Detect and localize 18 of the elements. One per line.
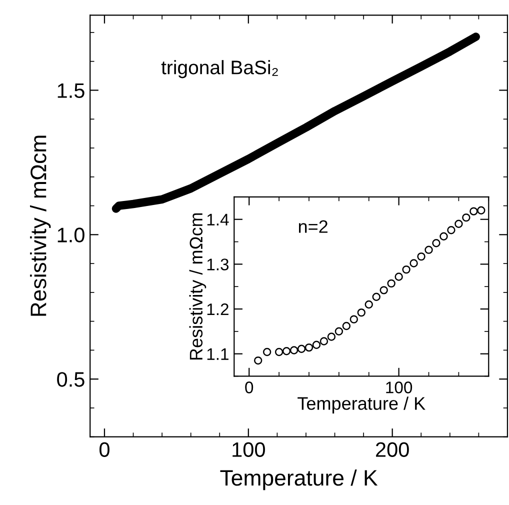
x-axis-title: Temperature / K: [298, 396, 426, 414]
y-axis-title: Resistivity / mΩcm: [30, 136, 51, 316]
x-tick-label: 0: [100, 442, 110, 457]
y-tick-label: 1.0: [58, 228, 84, 242]
x-tick-label: 100: [232, 442, 265, 457]
y-axis-title: Resistivity / mΩcm: [189, 213, 206, 360]
y-tick-label: 1.2: [207, 303, 228, 316]
y-tick-label: 1.4: [207, 214, 229, 226]
x-tick-label: 100: [386, 382, 412, 394]
x-tick-label: 200: [376, 442, 409, 457]
y-tick-label: 1.5: [58, 83, 84, 98]
annotation: trigonal BaSi₂: [161, 60, 278, 78]
x-tick-label: 0: [245, 382, 254, 394]
annotation: n=2: [298, 220, 328, 233]
x-axis-title: Temperature / K: [220, 469, 378, 490]
y-tick-label: 0.5: [57, 372, 84, 387]
y-tick-label: 1.3: [207, 258, 229, 270]
y-tick-label: 1.1: [207, 348, 228, 360]
